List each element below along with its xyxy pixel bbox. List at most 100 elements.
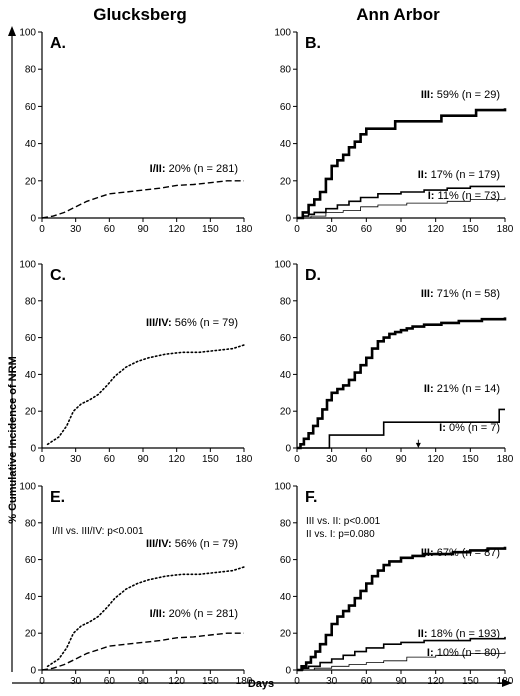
y-tick-label: 60: [280, 333, 292, 344]
y-tick-label: 40: [25, 139, 37, 150]
panel-letter: C.: [50, 267, 66, 284]
y-tick-label: 40: [280, 370, 292, 381]
x-tick-label: 180: [497, 224, 514, 235]
p-value-note: I/II vs. III/IV: p<0.001: [52, 526, 144, 537]
x-tick-label: 30: [70, 676, 82, 687]
y-tick-label: 100: [19, 260, 36, 271]
y-tick-label: 100: [274, 28, 291, 39]
y-tick-label: 80: [25, 65, 37, 76]
panel-b: 0 20 40 60 80 100 0 30 60 90 120 150 180 B. III: 59% (…: [274, 28, 513, 236]
series-line-ii: [297, 408, 505, 449]
series-line-i: [297, 651, 506, 671]
x-tick-label: 60: [104, 454, 116, 465]
y-tick-label: 0: [285, 444, 291, 455]
series-label: II: 17% (n = 179): [418, 169, 500, 181]
x-tick-label: 60: [361, 454, 373, 465]
series-label: I: 10% (n = 80): [427, 647, 500, 659]
y-tick-label: 60: [25, 555, 37, 566]
x-tick-label: 60: [104, 224, 116, 235]
x-axis-title: Days: [248, 678, 274, 690]
y-tick-label: 20: [25, 629, 37, 640]
x-tick-label: 150: [202, 676, 219, 687]
x-tick-label: 90: [395, 224, 407, 235]
panel-e: 0 20 40 60 80 100 0 30 60 90 120 150 180 E. III/IV: 56…: [19, 482, 252, 688]
x-tick-label: 90: [137, 454, 149, 465]
y-tick-label: 60: [25, 102, 37, 113]
x-tick-label: 90: [137, 676, 149, 687]
series-line-ii: [297, 185, 505, 219]
y-tick-label: 80: [25, 518, 37, 529]
series-line-iii: [297, 546, 507, 672]
y-tick-label: 40: [280, 592, 292, 603]
x-tick-label: 180: [236, 676, 253, 687]
series-label: I/II: 20% (n = 281): [150, 163, 238, 175]
x-tick-label: 90: [395, 454, 407, 465]
p-value-note: II vs. I: p=0.080: [306, 529, 375, 540]
y-axis-title: % Cumulative Incidence of NRM: [7, 356, 19, 523]
x-tick-label: 120: [427, 676, 444, 687]
x-tick-label: 60: [104, 676, 116, 687]
series-label: II: 21% (n = 14): [424, 383, 500, 395]
y-tick-label: 80: [280, 518, 292, 529]
y-tick-label: 40: [25, 370, 37, 381]
x-tick-label: 180: [497, 676, 514, 687]
y-tick-label: 100: [19, 28, 36, 39]
y-tick-label: 20: [280, 407, 292, 418]
column-title-ann-arbor: Ann Arbor: [356, 5, 440, 24]
y-tick-label: 0: [30, 666, 36, 677]
panel-a: 0 20 40 60 80 100 0 30 60 90 120 150 180 A. I/II: 20% …: [19, 28, 252, 236]
series-line-ii: [297, 636, 506, 671]
x-tick-label: 150: [462, 454, 479, 465]
x-tick-label: 0: [39, 676, 45, 687]
series-label: III/IV: 56% (n = 79): [146, 317, 238, 329]
x-tick-label: 30: [326, 454, 338, 465]
y-tick-label: 0: [30, 444, 36, 455]
y-tick-label: 80: [280, 296, 292, 307]
x-tick-label: 120: [168, 454, 185, 465]
x-tick-label: 150: [462, 676, 479, 687]
y-tick-label: 0: [285, 666, 291, 677]
x-axis-arrow: [12, 679, 512, 687]
y-tick-label: 20: [25, 176, 37, 187]
panel-letter: E.: [50, 489, 65, 506]
y-tick-label: 60: [280, 102, 292, 113]
series-line-iiiiv: [46, 344, 245, 446]
x-tick-label: 0: [294, 676, 300, 687]
x-tick-label: 120: [168, 224, 185, 235]
series-line-iii: [41, 180, 244, 219]
y-tick-label: 0: [30, 214, 36, 225]
p-value-note: III vs. II: p<0.001: [306, 516, 381, 527]
y-axis-arrow: [8, 26, 16, 672]
series-label: I/II: 20% (n = 281): [150, 608, 238, 620]
x-tick-label: 90: [395, 676, 407, 687]
y-tick-label: 60: [280, 555, 292, 566]
y-tick-label: 0: [285, 214, 291, 225]
x-tick-label: 0: [294, 224, 300, 235]
x-tick-label: 150: [462, 224, 479, 235]
series-label: III: 59% (n = 29): [421, 89, 500, 101]
x-tick-label: 30: [326, 676, 338, 687]
series-line-iii: [297, 108, 507, 220]
series-label: III: 71% (n = 58): [421, 288, 500, 300]
y-tick-label: 20: [25, 407, 37, 418]
x-tick-label: 180: [236, 224, 253, 235]
y-tick-label: 60: [25, 333, 37, 344]
x-tick-label: 120: [427, 454, 444, 465]
x-tick-label: 30: [70, 454, 82, 465]
panel-d: 0 20 40 60 80 100 0 30 60 90 120 150 180 D. III: 71% (…: [274, 260, 513, 466]
x-tick-label: 120: [168, 676, 185, 687]
x-tick-label: 120: [427, 224, 444, 235]
x-tick-label: 30: [326, 224, 338, 235]
x-tick-label: 0: [39, 454, 45, 465]
panel-c: 0 20 40 60 80 100 0 30 60 90 120 150 180 C. III/IV: 56…: [19, 260, 252, 466]
y-tick-label: 100: [19, 482, 36, 493]
y-tick-label: 100: [274, 482, 291, 493]
series-label: III: 67% (n = 87): [421, 547, 500, 559]
y-tick-label: 20: [280, 176, 292, 187]
series-line-iii: [41, 632, 244, 671]
column-title-glucksberg: Glucksberg: [93, 5, 187, 24]
x-tick-label: 0: [39, 224, 45, 235]
y-tick-label: 80: [280, 65, 292, 76]
panel-letter: A.: [50, 35, 66, 52]
